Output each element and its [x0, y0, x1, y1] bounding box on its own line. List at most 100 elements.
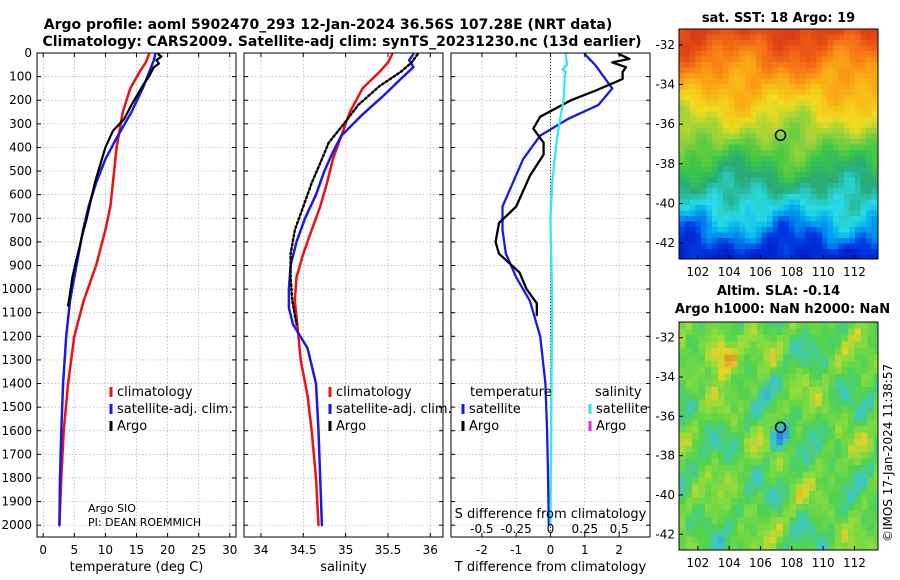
- map-cell: [816, 155, 823, 162]
- map-cell: [772, 243, 779, 250]
- map-cell: [783, 426, 790, 433]
- map-cell: [737, 523, 745, 531]
- map-cell: [827, 199, 834, 206]
- map-cell: [685, 367, 693, 375]
- map-cell: [783, 128, 790, 134]
- map-cell: [822, 478, 829, 485]
- map-cell: [827, 122, 834, 129]
- map-cell: [745, 67, 751, 74]
- map-cell: [701, 254, 707, 260]
- map-cell: [698, 458, 706, 466]
- map-cell: [750, 393, 758, 401]
- map-cell: [849, 62, 856, 68]
- map-cell: [815, 452, 823, 459]
- map-cell: [848, 374, 855, 381]
- map-cell: [874, 335, 879, 342]
- map-cell: [761, 139, 768, 145]
- map-cell: [757, 335, 764, 342]
- map-cell: [745, 73, 751, 79]
- map-cell: [822, 348, 829, 355]
- map-x-tick-label: 104: [718, 556, 741, 570]
- map-cell: [731, 322, 738, 329]
- map-cell: [712, 227, 718, 233]
- map-cell: [827, 177, 834, 184]
- map-cell: [750, 227, 757, 233]
- map-cell: [728, 177, 735, 184]
- map-cell: [767, 95, 773, 101]
- map-cell: [724, 322, 732, 329]
- map-cell: [739, 106, 746, 112]
- map-cell: [744, 458, 751, 466]
- map-cell: [776, 406, 784, 414]
- map-cell: [828, 497, 836, 505]
- map-cell: [690, 188, 696, 195]
- map-cell: [679, 205, 685, 211]
- map-cell: [692, 445, 699, 453]
- map-cell: [783, 78, 790, 85]
- map-cell: [833, 221, 839, 228]
- map-cell: [802, 543, 810, 550]
- map-cell: [849, 205, 856, 211]
- map-cell: [724, 374, 732, 381]
- map-cell: [750, 249, 757, 255]
- map-cell: [789, 166, 795, 173]
- map-cell: [815, 478, 823, 485]
- x-tick-label: 2: [615, 543, 623, 557]
- map-cell: [756, 232, 762, 239]
- map-cell: [757, 432, 764, 440]
- map-cell: [744, 380, 751, 388]
- map-cell: [828, 439, 836, 446]
- map-cell: [828, 354, 836, 362]
- series-line-temperature-argo: [494, 53, 631, 317]
- map-cell: [734, 172, 740, 178]
- map-cell: [783, 122, 790, 129]
- map-cell: [679, 348, 686, 355]
- map-cell: [701, 62, 707, 68]
- map-cell: [744, 445, 751, 453]
- map-cell: [723, 183, 729, 189]
- map-title: sat. SST: 18 Argo: 19: [702, 11, 855, 26]
- map-cell: [757, 478, 764, 485]
- map-cell: [871, 144, 878, 151]
- map-cell: [783, 530, 790, 537]
- map-cell: [728, 210, 735, 217]
- map-cell: [849, 117, 856, 123]
- map-cell: [701, 117, 707, 123]
- map-cell: [789, 243, 795, 250]
- map-cell: [809, 510, 816, 518]
- map-cell: [867, 497, 875, 505]
- legend-temp-satellite-label: satellite: [469, 402, 521, 417]
- map-cell: [822, 139, 828, 145]
- map-cell: [763, 426, 771, 433]
- map-cell: [874, 484, 879, 492]
- map-cell: [750, 354, 758, 362]
- map-cell: [854, 406, 862, 414]
- map-cell: [783, 406, 790, 414]
- map-cell: [679, 111, 685, 118]
- map-cell: [763, 439, 771, 446]
- map-cell: [860, 117, 867, 123]
- map-cell: [789, 40, 795, 46]
- map-cell: [695, 210, 702, 217]
- map-cell: [867, 387, 875, 394]
- map-cell: [750, 445, 758, 453]
- map-cell: [841, 335, 849, 342]
- map-cell: [855, 216, 861, 222]
- map-cell: [695, 172, 702, 178]
- map-cell: [679, 406, 686, 414]
- map-cell: [705, 400, 712, 407]
- map-cell: [854, 361, 862, 368]
- map-cell: [816, 133, 823, 140]
- map-cell: [828, 510, 836, 518]
- map-cell: [794, 34, 801, 41]
- map-cell: [838, 111, 845, 118]
- map-cell: [811, 172, 817, 178]
- map-cell: [739, 199, 746, 206]
- map-cell: [796, 471, 803, 479]
- map-cell: [778, 40, 784, 46]
- map-cell: [698, 484, 706, 492]
- map-cell: [809, 341, 816, 349]
- map-cell: [757, 393, 764, 401]
- map-cell: [684, 40, 691, 46]
